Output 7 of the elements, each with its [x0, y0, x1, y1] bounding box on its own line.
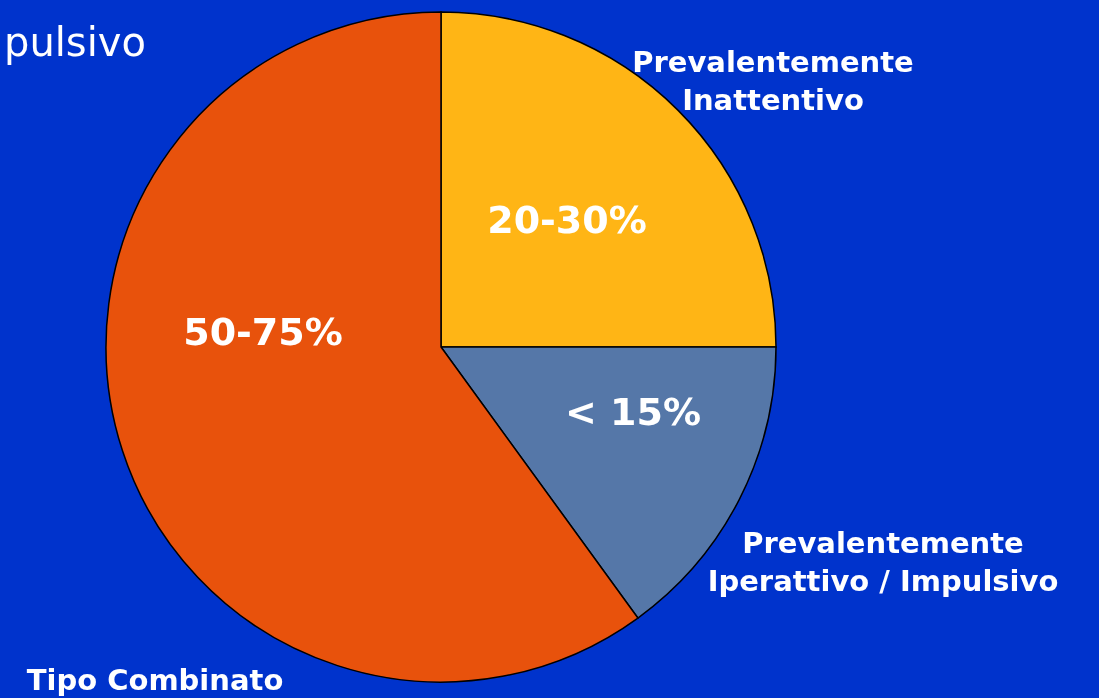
slice-label: Prevalentemente Iperattivo / Impulsivo	[707, 526, 1059, 598]
text: pulsivo	[4, 19, 146, 65]
slice-label: Prevalentemente Inattentivo	[632, 45, 914, 117]
text: 20-30%	[487, 198, 647, 242]
slice-label: Tipo Combinato	[26, 663, 284, 697]
text: < 15%	[564, 390, 702, 434]
text: 50-75%	[183, 310, 343, 354]
